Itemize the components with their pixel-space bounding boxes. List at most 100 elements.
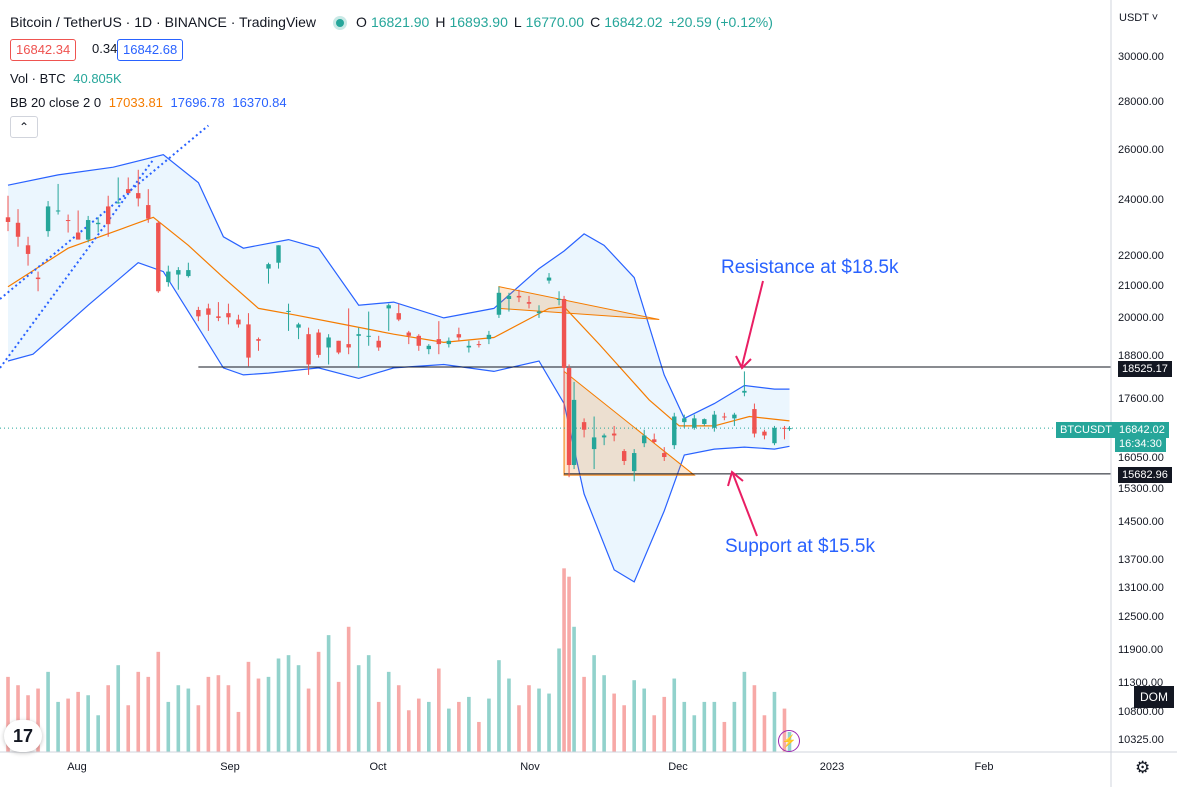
resistance-arrow xyxy=(741,280,764,367)
candle-body xyxy=(356,334,361,336)
candle-body xyxy=(787,428,792,430)
candle-body xyxy=(762,431,767,436)
volume-bar xyxy=(246,661,251,752)
candle-body xyxy=(126,189,131,194)
candle-body xyxy=(236,319,241,325)
volume-legend[interactable]: Vol · BTC 40.805K xyxy=(10,71,126,86)
candle-body xyxy=(506,295,512,299)
volume-bar xyxy=(136,671,141,752)
bollinger-bands xyxy=(7,154,790,583)
price-tick-label: 14500.00 xyxy=(1118,516,1164,528)
support-annotation[interactable]: Support at $15.5k xyxy=(725,536,875,557)
candle-body xyxy=(25,245,31,254)
candle-body xyxy=(386,305,391,309)
volume-bar xyxy=(346,626,351,752)
gear-icon[interactable]: ⚙ xyxy=(1135,758,1151,777)
bollinger-legend[interactable]: BB 20 close 2 0 17033.81 17696.78 16370.… xyxy=(10,95,291,110)
volume-bar xyxy=(762,715,767,752)
candle-body xyxy=(276,245,281,263)
candle-body xyxy=(45,206,51,232)
candle-body xyxy=(516,295,522,298)
candle-body xyxy=(216,316,221,318)
volume-bar xyxy=(266,676,271,752)
candle-body xyxy=(692,418,697,428)
candle-body xyxy=(346,344,351,348)
candle-body xyxy=(116,202,121,204)
time-tick-label: 2023 xyxy=(819,761,845,773)
volume-bar xyxy=(316,651,321,752)
volume-bar xyxy=(86,695,90,752)
volume-label: Vol · BTC xyxy=(10,71,66,86)
dom-button[interactable]: DOM xyxy=(1134,686,1174,708)
bid-price-button[interactable]: 16842.34 xyxy=(10,39,77,61)
volume-bar xyxy=(622,705,626,752)
candle-body xyxy=(336,340,341,353)
volume-bar xyxy=(226,685,231,752)
high-label: H xyxy=(435,14,446,30)
support-price-tag: 15682.96 xyxy=(1118,467,1172,483)
candle-body xyxy=(366,335,371,337)
volume-bar xyxy=(306,688,311,752)
volume-bar xyxy=(467,696,471,752)
bear-flag-triangle-pattern xyxy=(563,370,696,476)
close-label: C xyxy=(590,14,601,30)
lightning-icon[interactable]: ⚡ xyxy=(778,730,800,752)
volume-bar xyxy=(176,685,181,752)
candle-body xyxy=(446,340,452,345)
volume-bar xyxy=(582,676,586,752)
candle-body xyxy=(466,345,472,348)
price-tick-label: 10325.00 xyxy=(1118,734,1164,746)
candle-body xyxy=(65,220,71,222)
price-tick-label: 30000.00 xyxy=(1118,51,1164,63)
volume-bar xyxy=(286,655,291,752)
bollinger-upper-value: 17696.78 xyxy=(170,95,225,110)
volume-bar xyxy=(712,701,717,752)
lower-channel-line xyxy=(0,159,155,369)
candle-body xyxy=(396,313,401,320)
last-price-tag: 16842.02 xyxy=(1115,422,1169,438)
symbol-title[interactable]: Bitcoin / TetherUS · 1D · BINANCE · Trad… xyxy=(10,14,317,30)
resistance-annotation[interactable]: Resistance at $18.5k xyxy=(721,257,899,278)
volume-bar xyxy=(196,705,201,752)
price-tick-label: 11900.00 xyxy=(1118,644,1164,656)
collapse-legend-button[interactable]: ⌃ xyxy=(10,116,38,138)
open-label: O xyxy=(356,14,367,30)
volume-bar xyxy=(256,678,261,752)
candle-body xyxy=(416,335,421,346)
volume-bar xyxy=(642,688,647,752)
candle-body xyxy=(95,222,101,225)
volume-bar xyxy=(96,715,100,752)
volume-bar xyxy=(6,676,10,752)
ask-price-button[interactable]: 16842.68 xyxy=(117,39,184,61)
volume-bar xyxy=(772,691,777,752)
candle-body xyxy=(652,439,657,443)
volume-bar xyxy=(366,655,371,752)
price-tick-label: 22000.00 xyxy=(1118,250,1164,262)
candle-body xyxy=(732,414,737,419)
bollinger-basis-value: 17033.81 xyxy=(108,95,163,110)
volume-bar xyxy=(652,715,657,752)
tradingview-logo-icon[interactable]: 17 xyxy=(4,720,42,752)
volume-bar xyxy=(106,685,110,752)
volume-bar xyxy=(56,701,60,752)
volume-bar xyxy=(477,721,481,752)
volume-bar xyxy=(406,710,411,752)
volume-bar xyxy=(567,576,571,752)
candle-body xyxy=(85,220,91,240)
candle-body xyxy=(581,422,587,430)
volume-bar xyxy=(692,715,697,752)
price-tick-label: 12500.00 xyxy=(1118,611,1164,623)
currency-selector[interactable]: USDT ˅ xyxy=(1119,12,1159,24)
time-tick-label: Nov xyxy=(520,761,540,773)
volume-bar xyxy=(742,671,747,752)
volume-bar xyxy=(682,701,687,752)
low-value: 16770.00 xyxy=(525,14,585,30)
price-tick-label: 13100.00 xyxy=(1118,582,1164,594)
volume-bar xyxy=(216,675,221,752)
spread-value: 0.34 xyxy=(92,41,118,56)
volume-bar xyxy=(396,685,401,752)
volume-bar xyxy=(672,678,677,752)
volume-bar xyxy=(612,693,616,752)
